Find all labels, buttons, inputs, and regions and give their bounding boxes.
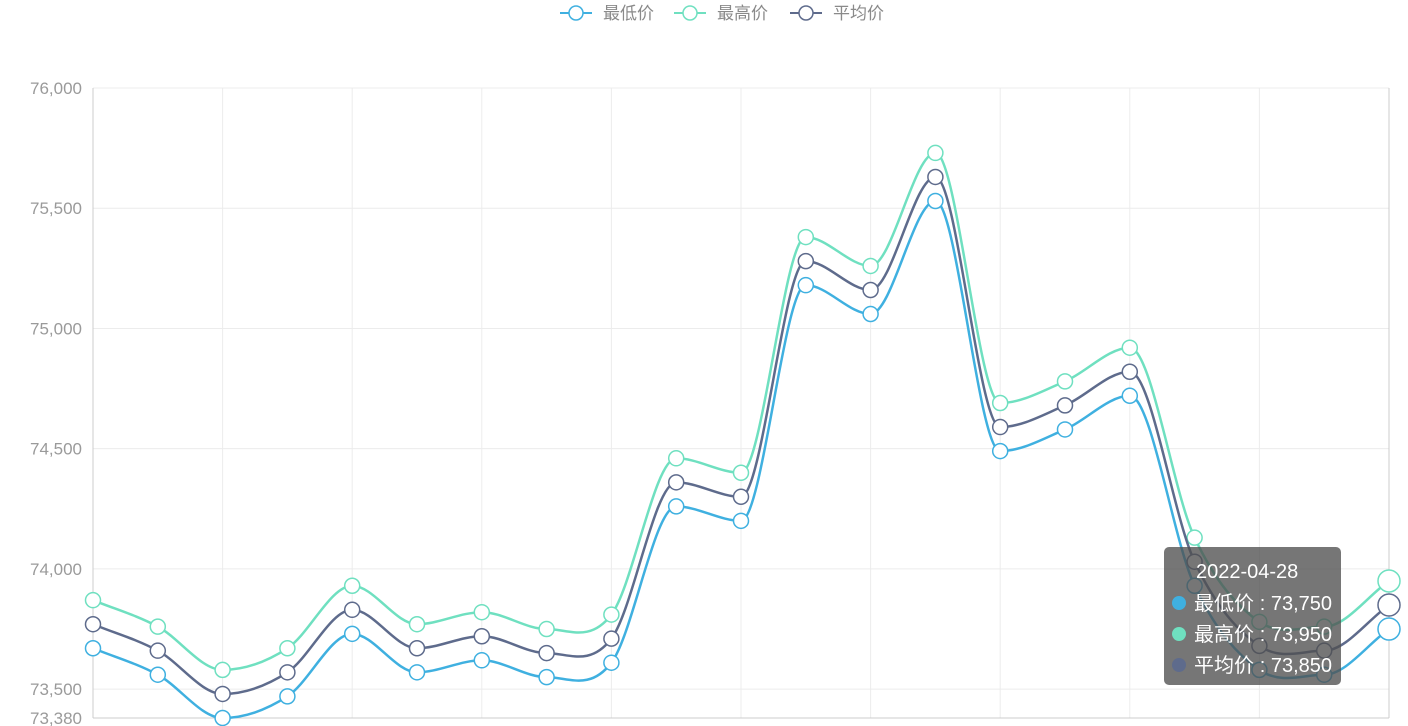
- tooltip-swatch: [1172, 596, 1186, 610]
- data-point: [1377, 569, 1401, 593]
- data-point: [732, 512, 750, 530]
- tooltip-row-value: : 73,850: [1260, 655, 1332, 677]
- data-point: [408, 615, 426, 633]
- data-point: [862, 305, 879, 323]
- data-point: [927, 168, 944, 186]
- data-point: [84, 615, 102, 633]
- tooltip-swatch: [1172, 627, 1186, 641]
- data-point: [927, 144, 944, 162]
- y-tick-label: 75,500: [30, 199, 82, 218]
- data-point: [667, 474, 685, 491]
- data-point: [732, 464, 750, 481]
- data-point: [473, 652, 491, 669]
- data-point: [408, 664, 426, 681]
- tooltip-swatch: [1172, 658, 1186, 672]
- tooltip-row-label: 最低价: [1194, 592, 1254, 615]
- tooltip: 2022-04-28 最低价 : 73,750 最高价 : 73,950 平均价 : 73,…: [1164, 547, 1341, 685]
- data-point: [603, 654, 620, 671]
- data-point: [538, 644, 555, 662]
- legend-label: 最高价: [717, 4, 768, 23]
- legend-marker: [568, 5, 584, 21]
- tooltip-date: 2022-04-28: [1196, 561, 1298, 583]
- data-point: [279, 664, 296, 681]
- data-point: [1121, 363, 1139, 380]
- data-point: [1121, 387, 1139, 405]
- data-point: [991, 418, 1009, 436]
- chart-series: [84, 144, 1401, 726]
- chart-axes: 76,000 75,500 75,000 74,500 74,000 73,500 73,3…: [30, 79, 1390, 726]
- tooltip-row-value: : 73,950: [1260, 624, 1332, 646]
- data-point: [279, 688, 296, 705]
- data-point: [1056, 421, 1074, 438]
- data-point: [279, 640, 296, 657]
- legend-marker: [798, 5, 814, 21]
- data-point: [538, 620, 555, 638]
- data-point: [991, 442, 1009, 460]
- data-point: [797, 228, 815, 246]
- data-point: [84, 640, 102, 657]
- data-point: [1377, 593, 1401, 617]
- data-point: [343, 577, 361, 594]
- y-tick-label: 73,380: [30, 709, 82, 726]
- chart-grid: [93, 87, 1389, 718]
- data-point: [603, 606, 620, 623]
- y-tick-label: 76,000: [30, 79, 82, 98]
- legend-item-2: 最高价: [674, 4, 768, 23]
- y-tick-label: 74,500: [30, 440, 82, 459]
- series-1: [84, 192, 1401, 726]
- tooltip-row-label: 平均价: [1194, 654, 1254, 677]
- y-tick-label: 73,500: [30, 680, 82, 699]
- data-point: [214, 685, 231, 703]
- series-line: [92, 175, 1390, 696]
- legend-item-3: 平均价: [790, 4, 884, 23]
- data-point: [84, 591, 102, 609]
- data-point: [667, 498, 685, 515]
- data-point: [862, 281, 879, 299]
- data-point: [538, 668, 555, 686]
- data-point: [149, 618, 167, 635]
- y-tick-label: 74,000: [30, 560, 82, 579]
- tooltip-row-label: 最高价: [1194, 623, 1254, 646]
- tooltip-row-value: : 73,750: [1260, 593, 1332, 615]
- data-point: [214, 709, 231, 726]
- data-point: [603, 630, 620, 647]
- tooltip-box: [1164, 547, 1341, 685]
- data-point: [797, 252, 815, 270]
- legend-label: 平均价: [833, 4, 884, 23]
- data-point: [343, 625, 361, 643]
- data-point: [927, 192, 944, 210]
- data-point: [991, 394, 1009, 412]
- legend-item-1: 最低价: [560, 4, 654, 23]
- data-point: [473, 627, 491, 645]
- data-point: [862, 257, 879, 275]
- data-point: [149, 642, 167, 659]
- legend-marker: [682, 5, 698, 21]
- data-point: [343, 601, 361, 619]
- data-point: [214, 661, 231, 679]
- data-point: [1056, 373, 1074, 390]
- legend: 最低价 最高价 平均价: [560, 4, 884, 23]
- data-point: [797, 276, 815, 294]
- data-point: [667, 450, 685, 467]
- data-point: [732, 488, 750, 506]
- data-point: [149, 666, 167, 683]
- data-point: [1377, 617, 1401, 641]
- data-point: [408, 640, 426, 657]
- data-point: [473, 603, 491, 621]
- data-point: [1121, 339, 1139, 356]
- data-point: [1186, 529, 1203, 546]
- legend-label: 最低价: [603, 4, 654, 23]
- series-2: [84, 144, 1401, 679]
- data-point: [1056, 397, 1074, 414]
- y-tick-label: 75,000: [30, 319, 82, 338]
- series-line: [92, 151, 1390, 672]
- series-line: [92, 199, 1390, 720]
